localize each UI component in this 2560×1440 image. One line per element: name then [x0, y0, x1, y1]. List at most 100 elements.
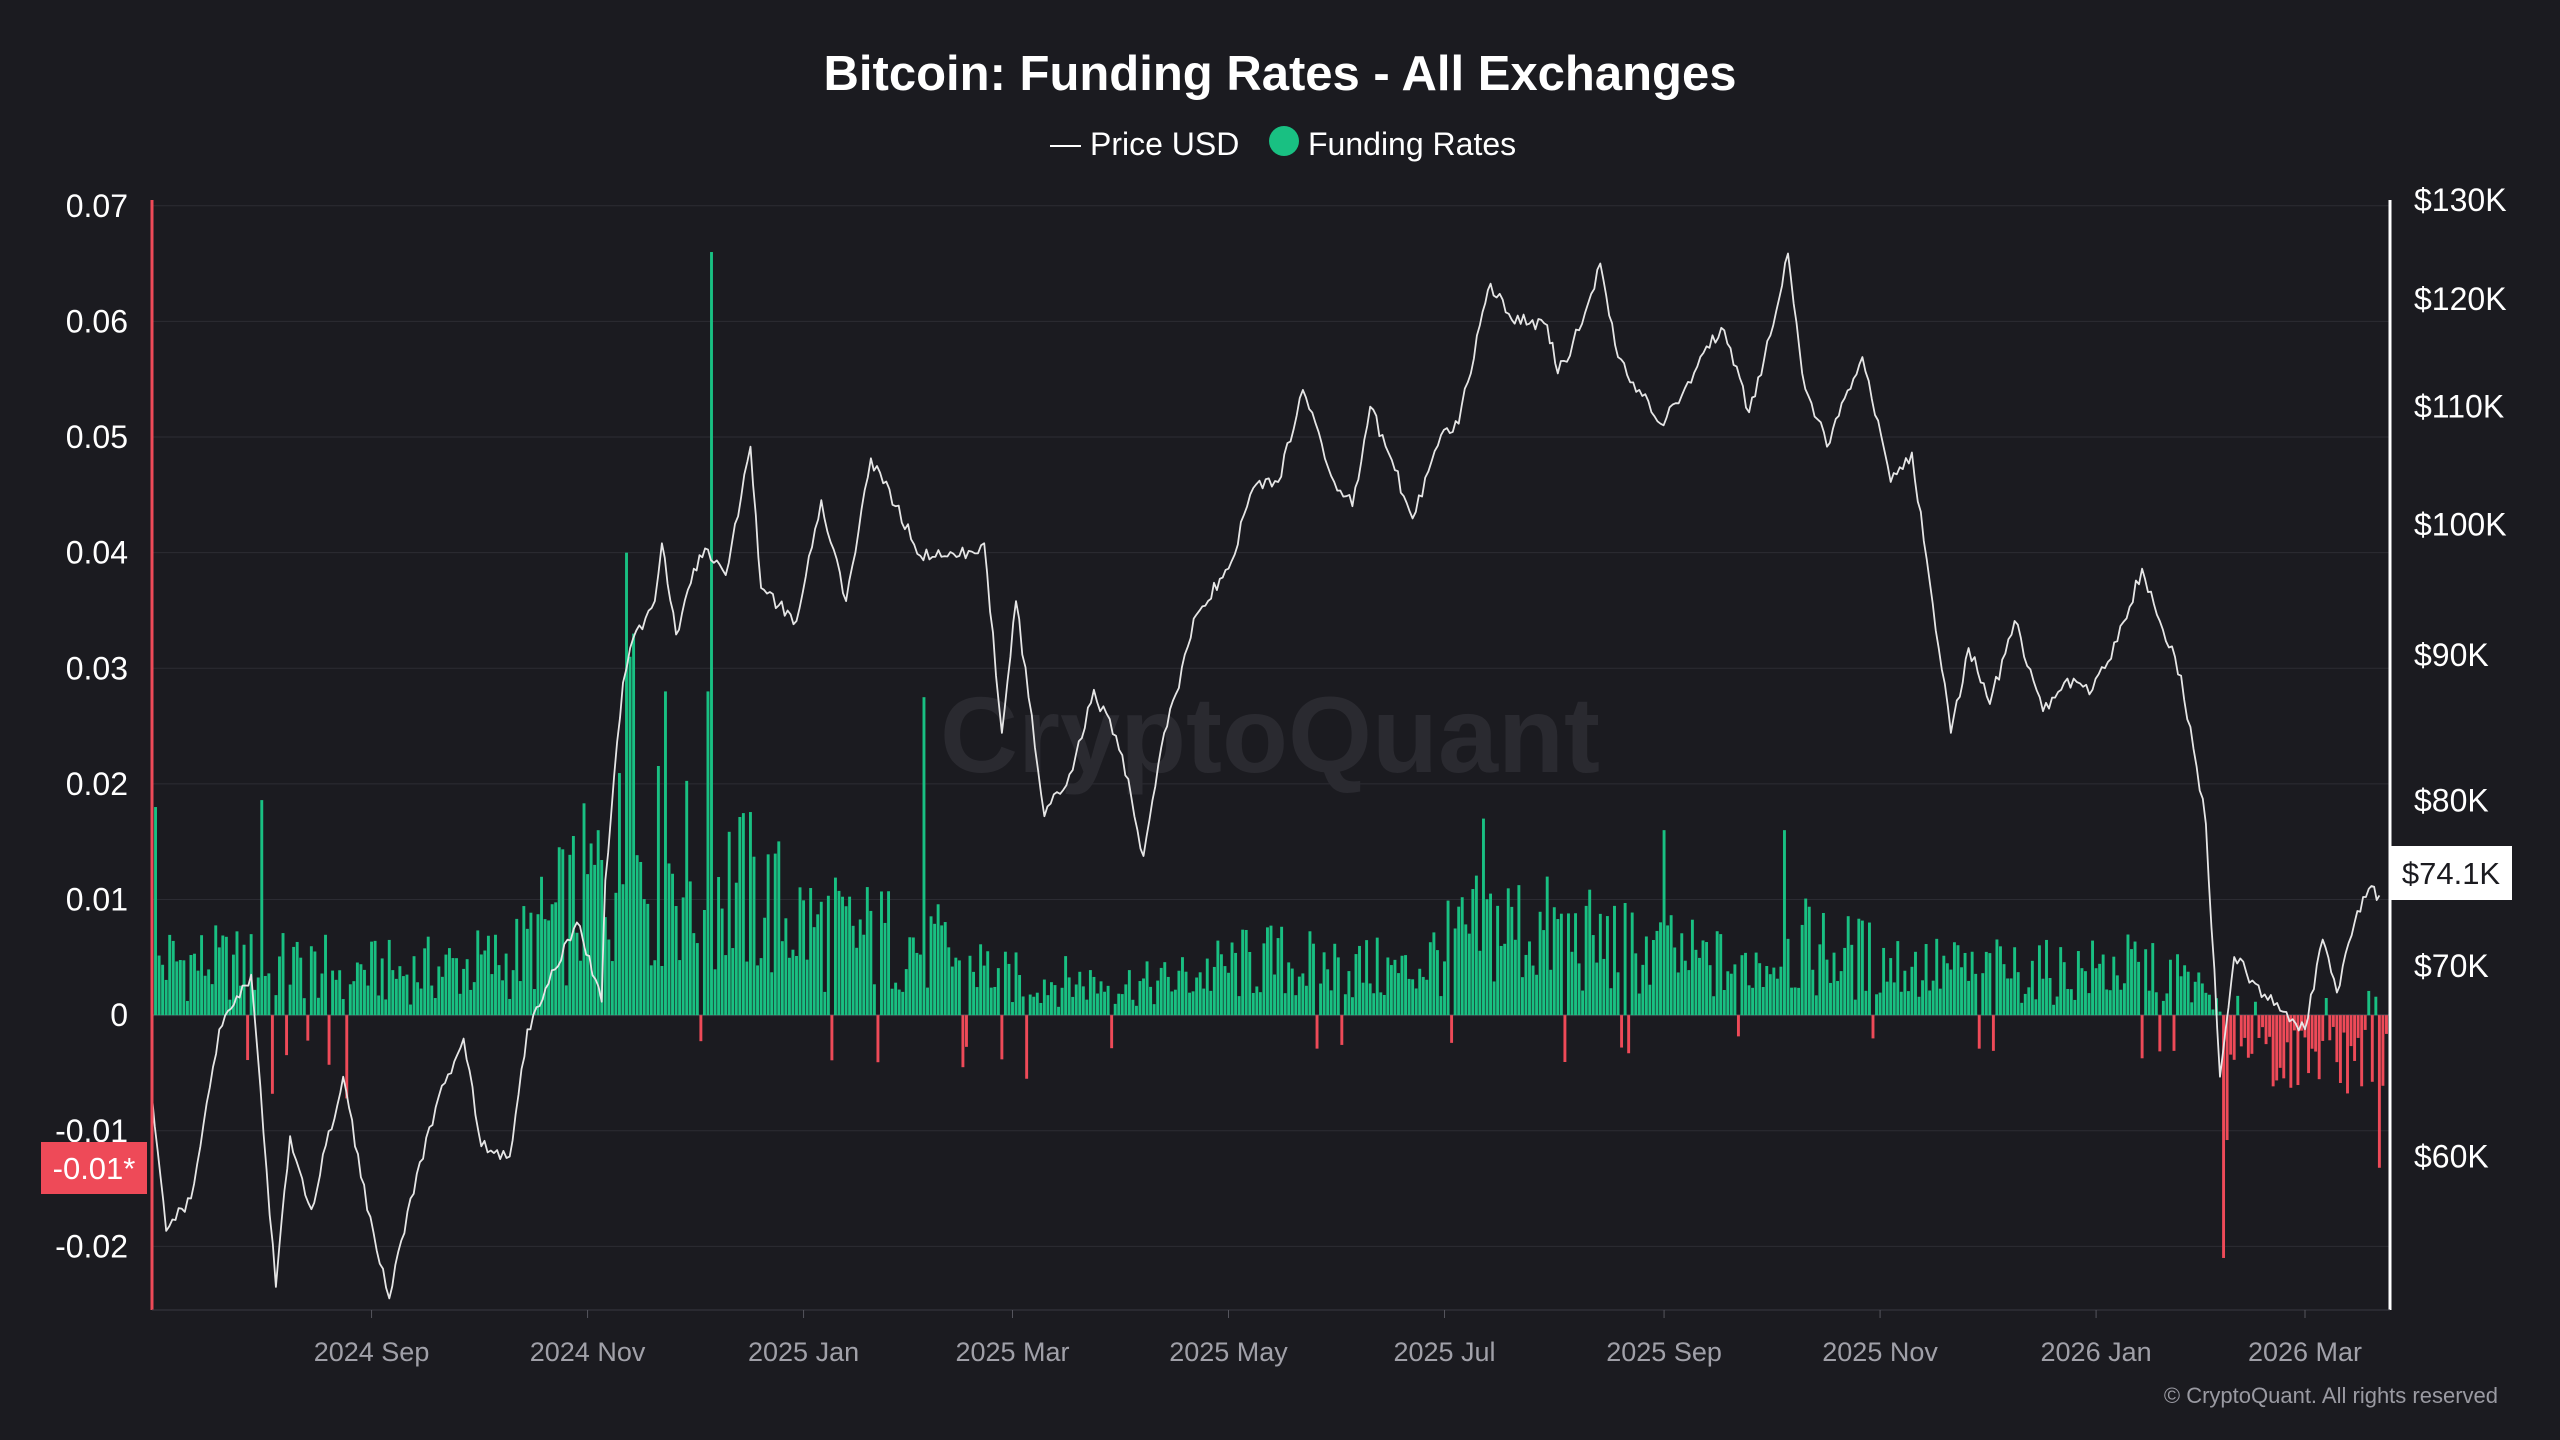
- funding-bar: [1528, 941, 1531, 1016]
- funding-bar: [168, 934, 172, 1016]
- funding-bar: [2232, 1015, 2236, 1060]
- funding-bar: [678, 960, 682, 1016]
- funding-bar: [759, 958, 763, 1016]
- funding-bar: [1432, 932, 1436, 1016]
- funding-bar: [1630, 912, 1634, 1016]
- funding-bar: [734, 882, 738, 1016]
- x-tick-label: 2025 Sep: [1606, 1337, 1722, 1367]
- funding-bar: [1853, 999, 1857, 1016]
- legend-funding-label[interactable]: Funding Rates: [1308, 126, 1516, 162]
- funding-bar: [2363, 1015, 2367, 1030]
- funding-bar: [1910, 966, 1914, 1016]
- funding-bar: [419, 988, 423, 1016]
- funding-bar: [717, 877, 721, 1016]
- funding-bar: [1687, 970, 1691, 1016]
- funding-bar: [256, 977, 260, 1016]
- funding-bar: [2321, 1015, 2325, 1041]
- funding-bar: [1021, 996, 1025, 1016]
- funding-bar: [1418, 968, 1422, 1016]
- funding-bar: [1435, 950, 1439, 1016]
- funding-bar: [674, 906, 678, 1016]
- funding-bar: [1138, 981, 1142, 1016]
- funding-bar: [1676, 972, 1680, 1016]
- funding-bar: [1414, 988, 1418, 1016]
- funding-bar: [1963, 952, 1967, 1016]
- funding-bar: [1181, 957, 1184, 1016]
- funding-bar: [472, 982, 476, 1016]
- funding-bar: [603, 917, 607, 1016]
- legend-price-label[interactable]: Price USD: [1090, 126, 1239, 162]
- funding-bar: [2006, 978, 2010, 1016]
- funding-bar: [2048, 977, 2052, 1016]
- funding-bar: [1673, 947, 1677, 1016]
- x-tick-label: 2025 May: [1169, 1337, 1288, 1367]
- funding-bar: [1283, 993, 1287, 1016]
- legend-dot-marker: [1269, 126, 1299, 156]
- funding-bar: [1492, 981, 1496, 1016]
- funding-bar: [217, 947, 221, 1016]
- funding-bar: [1768, 974, 1772, 1016]
- funding-bar: [773, 853, 777, 1016]
- funding-bar: [1659, 922, 1662, 1016]
- funding-bar: [1648, 984, 1652, 1016]
- funding-bar: [926, 987, 929, 1016]
- funding-bar: [2041, 978, 2045, 1016]
- funding-bar: [196, 970, 200, 1016]
- funding-bar: [1301, 973, 1305, 1016]
- funding-bar: [1482, 818, 1485, 1016]
- funding-bar: [405, 974, 409, 1016]
- funding-bar: [1751, 987, 1755, 1016]
- funding-bar: [982, 965, 986, 1016]
- funding-bar: [1379, 992, 1383, 1016]
- funding-bar: [586, 874, 590, 1016]
- funding-bar: [299, 957, 303, 1016]
- funding-bar: [1028, 994, 1032, 1016]
- funding-bar: [1266, 927, 1269, 1016]
- funding-bar: [780, 941, 784, 1016]
- funding-bar: [639, 861, 643, 1016]
- funding-bar: [1790, 987, 1793, 1016]
- funding-bar: [1584, 905, 1588, 1016]
- funding-bar: [1896, 941, 1900, 1016]
- funding-bar: [1404, 955, 1408, 1016]
- funding-bar: [1779, 966, 1783, 1016]
- funding-bar: [1945, 963, 1949, 1016]
- funding-bar: [894, 982, 898, 1016]
- x-tick-label: 2024 Nov: [530, 1337, 646, 1367]
- funding-bar: [2016, 972, 2020, 1016]
- funding-bar: [1237, 996, 1241, 1016]
- funding-bar: [536, 914, 540, 1016]
- funding-bar: [1549, 969, 1553, 1016]
- funding-bar: [1740, 955, 1744, 1016]
- funding-bar: [844, 906, 848, 1016]
- funding-bar: [316, 997, 320, 1016]
- funding-bar: [1290, 968, 1294, 1016]
- funding-bar: [398, 966, 402, 1016]
- funding-bar: [1906, 991, 1910, 1016]
- funding-bar: [741, 813, 745, 1016]
- funding-bar: [2307, 1015, 2311, 1074]
- funding-bar: [2080, 968, 2084, 1016]
- funding-bar: [1499, 945, 1503, 1016]
- funding-bar: [720, 908, 724, 1016]
- funding-bar: [1255, 986, 1259, 1016]
- funding-bar: [2211, 1009, 2215, 1016]
- funding-bar: [1570, 951, 1574, 1016]
- funding-bar: [1411, 979, 1415, 1016]
- funding-bar: [1400, 955, 1404, 1016]
- funding-bar: [182, 960, 186, 1016]
- funding-bar: [855, 947, 859, 1016]
- funding-bar: [2168, 959, 2172, 1016]
- funding-bar: [494, 934, 497, 1016]
- funding-bar: [1113, 1003, 1117, 1016]
- grid-lines: [152, 205, 2390, 1247]
- funding-bar: [274, 995, 278, 1016]
- funding-bar: [522, 906, 526, 1016]
- funding-bar: [1634, 953, 1638, 1016]
- funding-bar: [1864, 990, 1868, 1016]
- funding-bar: [1124, 984, 1128, 1016]
- funding-bar: [185, 1000, 189, 1016]
- funding-bar: [2137, 961, 2141, 1016]
- funding-bar: [1032, 996, 1036, 1016]
- funding-bar: [1035, 992, 1039, 1016]
